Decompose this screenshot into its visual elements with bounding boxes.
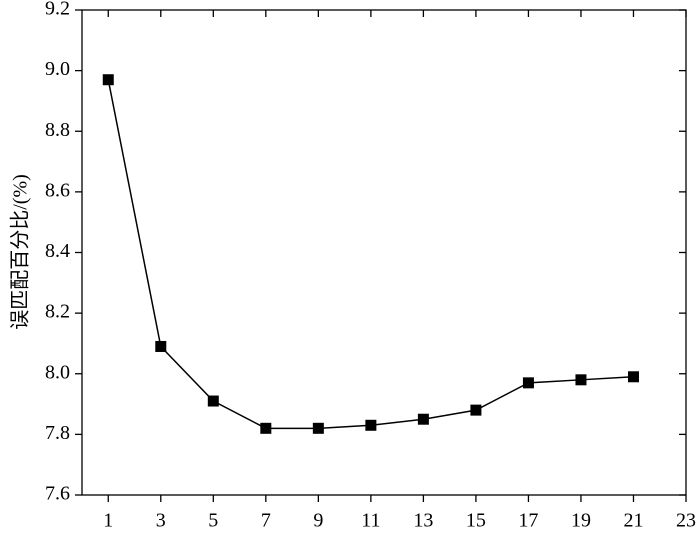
y-tick-label: 8.8 [45, 119, 70, 141]
marker [155, 340, 167, 352]
y-tick-label: 9.2 [45, 0, 70, 20]
x-tick-label: 1 [103, 510, 113, 532]
marker [102, 74, 114, 86]
y-tick-label: 8.4 [45, 240, 70, 262]
marker [522, 377, 534, 389]
marker [312, 422, 324, 434]
y-tick-label: 8.2 [45, 301, 70, 323]
x-tick-label: 15 [466, 510, 486, 532]
marker [207, 395, 219, 407]
x-tick-label: 7 [261, 510, 271, 532]
y-tick-label: 8.0 [45, 361, 70, 383]
marker [260, 422, 272, 434]
marker [470, 404, 482, 416]
x-tick-label: 23 [676, 510, 696, 532]
y-tick-label: 8.6 [45, 179, 70, 201]
plot-frame [81, 9, 687, 496]
data-line [107, 79, 634, 430]
x-tick-label: 3 [156, 510, 166, 532]
x-tick-label: 13 [413, 510, 433, 532]
x-tick-label: 11 [361, 510, 380, 532]
x-tick-label: 19 [571, 510, 591, 532]
y-tick-label: 7.8 [45, 422, 70, 444]
x-tick-label: 9 [313, 510, 323, 532]
x-tick-label: 5 [208, 510, 218, 532]
marker [627, 371, 639, 383]
marker [575, 374, 587, 386]
y-tick-label: 7.6 [45, 483, 70, 505]
y-axis-label: 误匹配百分比/(%) [9, 174, 32, 330]
x-tick-label: 17 [518, 510, 538, 532]
x-tick-label: 21 [623, 510, 643, 532]
marker [417, 413, 429, 425]
y-tick-label: 9.0 [45, 58, 70, 80]
marker [365, 419, 377, 431]
